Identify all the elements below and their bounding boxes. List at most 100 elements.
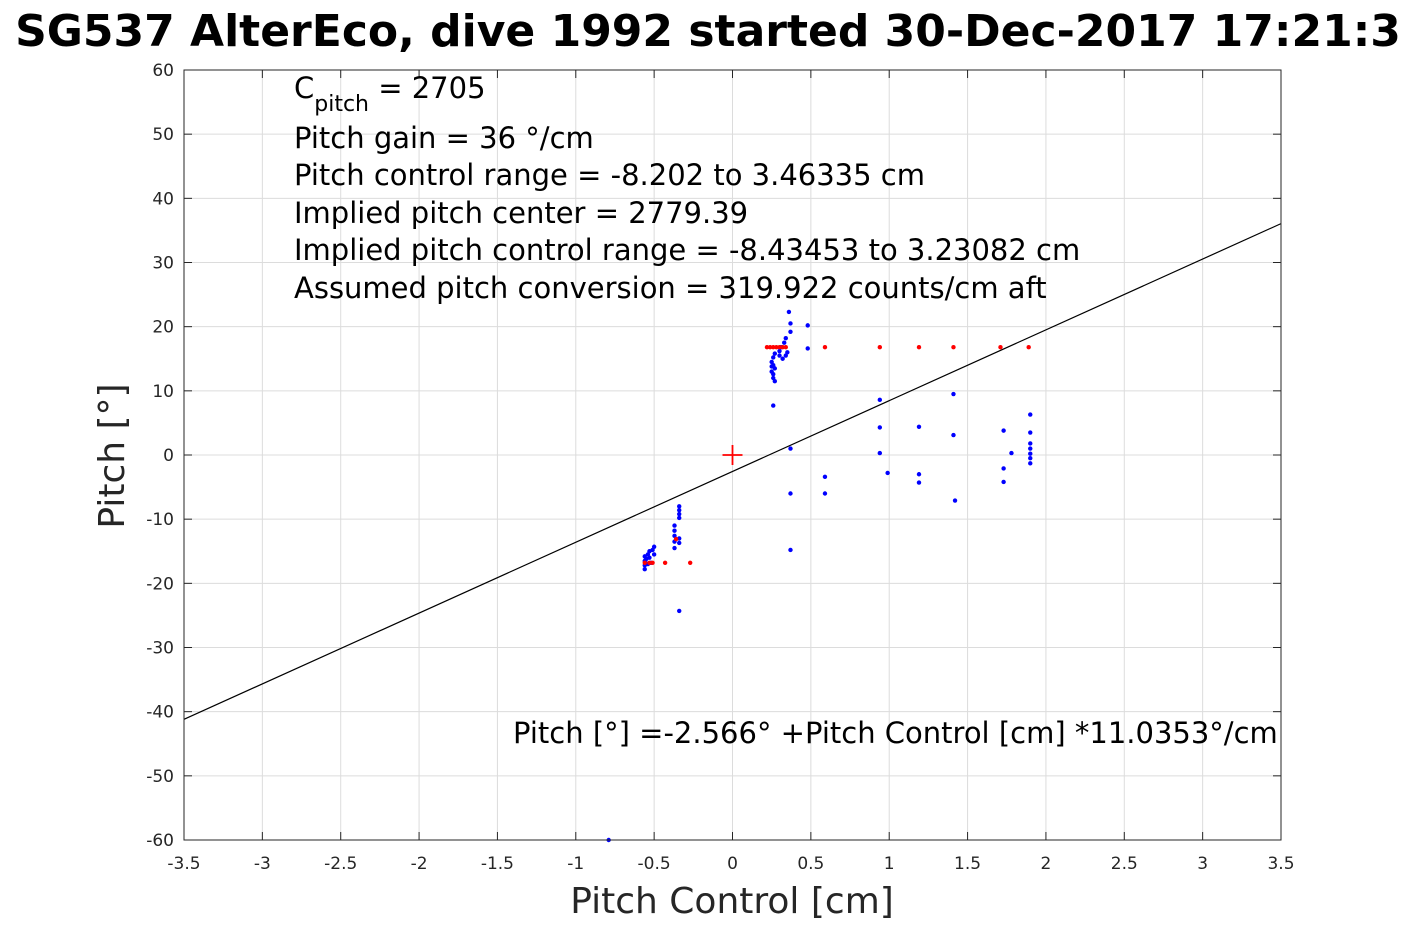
data-point xyxy=(877,345,883,350)
data-point xyxy=(1028,446,1033,451)
data-point xyxy=(642,560,647,565)
data-point xyxy=(772,351,778,356)
data-point xyxy=(783,336,788,341)
data-point xyxy=(788,329,793,334)
y-tick-label: -30 xyxy=(146,639,174,659)
data-point xyxy=(916,424,922,429)
y-axis-label: Pitch [°] xyxy=(92,383,133,528)
data-point xyxy=(777,353,782,358)
data-point xyxy=(951,432,956,438)
x-tick-label: -1 xyxy=(567,854,584,874)
data-point xyxy=(885,470,890,476)
data-point xyxy=(788,547,793,553)
data-point xyxy=(677,511,682,517)
data-point xyxy=(822,474,828,480)
fit-line xyxy=(183,223,1282,720)
data-point xyxy=(788,491,793,496)
data-point xyxy=(916,480,922,485)
x-tick-label: -2.5 xyxy=(324,854,357,874)
data-point xyxy=(687,560,693,565)
annotation-c-pitch: Cpitch = 2705 xyxy=(294,71,486,117)
y-tick-label: -60 xyxy=(146,831,174,851)
x-tick-label: 2.5 xyxy=(1111,854,1138,874)
data-point xyxy=(677,515,682,521)
data-point xyxy=(951,391,956,397)
y-tick-label: 10 xyxy=(152,382,174,402)
data-point xyxy=(822,345,828,350)
y-tick-label: 30 xyxy=(152,254,174,274)
data-point xyxy=(771,403,776,408)
x-axis-label: Pitch Control [cm] xyxy=(570,881,894,922)
x-tick-label: 1 xyxy=(884,854,895,874)
data-point xyxy=(650,560,655,565)
data-point xyxy=(1001,466,1006,471)
y-tick-label: 40 xyxy=(152,189,174,209)
axis-ticks: -3.5 -3 -2.5 -2 -1.5 -1 -0.5 0 0.5 1 1.5 2 2.5 3 3.5 -6… xyxy=(146,61,1294,874)
data-point xyxy=(1028,456,1033,461)
fit-equation-label: Pitch [°] =-2.566° +Pitch Control [cm] *… xyxy=(513,716,1278,750)
data-point xyxy=(772,379,778,384)
data-point xyxy=(952,498,958,503)
x-tick-label: -3 xyxy=(254,854,271,874)
x-tick-label: 0.5 xyxy=(797,854,824,874)
annotation-pitch-gain: Pitch gain = 36 °/cm xyxy=(294,121,594,155)
data-point xyxy=(805,323,810,328)
data-point xyxy=(672,523,677,528)
annotation-implied-control-range: Implied pitch control range = -8.43453 t… xyxy=(294,233,1080,267)
data-point xyxy=(777,345,782,350)
data-point xyxy=(951,345,956,350)
x-tick-label: -3.5 xyxy=(167,854,200,874)
data-point xyxy=(805,346,810,351)
data-point xyxy=(1009,450,1014,456)
annotation-pitch-conversion: Assumed pitch conversion = 319.922 count… xyxy=(294,271,1047,305)
data-point xyxy=(1001,428,1006,433)
data-point xyxy=(877,397,883,403)
data-point xyxy=(780,345,785,350)
data-point xyxy=(780,356,785,361)
y-tick-label: -40 xyxy=(146,703,174,723)
x-tick-label: 3.5 xyxy=(1267,854,1294,874)
y-tick-label: -10 xyxy=(146,510,174,530)
data-point xyxy=(767,345,773,350)
data-point xyxy=(672,545,677,551)
y-tick-label: 60 xyxy=(152,61,174,81)
x-tick-label: -0.5 xyxy=(638,854,671,874)
data-point xyxy=(916,345,922,350)
data-point xyxy=(1026,345,1031,350)
chart-title: SG537 AlterEco, dive 1992 started 30-Dec… xyxy=(15,6,1401,57)
data-point xyxy=(771,355,776,360)
x-tick-label: -1.5 xyxy=(481,854,514,874)
y-tick-label: -20 xyxy=(146,574,174,594)
data-point xyxy=(677,504,682,509)
x-tick-label: 1.5 xyxy=(954,854,981,874)
data-point xyxy=(1001,479,1006,485)
data-point xyxy=(677,608,682,614)
data-point xyxy=(651,552,657,557)
data-point xyxy=(788,446,793,451)
data-point xyxy=(785,350,790,355)
data-point xyxy=(998,345,1003,350)
data-point xyxy=(783,345,788,350)
x-tick-label: 0 xyxy=(727,854,738,874)
data-point xyxy=(677,507,682,513)
data-point xyxy=(677,540,682,546)
y-tick-label: 50 xyxy=(152,125,174,145)
data-point xyxy=(1028,412,1033,417)
data-point xyxy=(672,528,677,533)
data-point xyxy=(777,348,782,354)
annotation-pitch-control-range: Pitch control range = -8.202 to 3.46335 … xyxy=(294,158,925,192)
data-point xyxy=(782,340,787,345)
x-tick-label: 3 xyxy=(1197,854,1208,874)
data-point xyxy=(642,567,647,572)
data-point xyxy=(786,309,792,315)
x-tick-label: 2 xyxy=(1041,854,1052,874)
data-point xyxy=(1028,451,1033,456)
data-point xyxy=(1028,461,1033,466)
data-point xyxy=(772,366,778,371)
plot-marks xyxy=(183,223,1282,843)
data-point xyxy=(877,425,883,430)
data-point xyxy=(651,544,657,549)
data-point xyxy=(822,491,828,496)
data-point xyxy=(916,472,922,477)
